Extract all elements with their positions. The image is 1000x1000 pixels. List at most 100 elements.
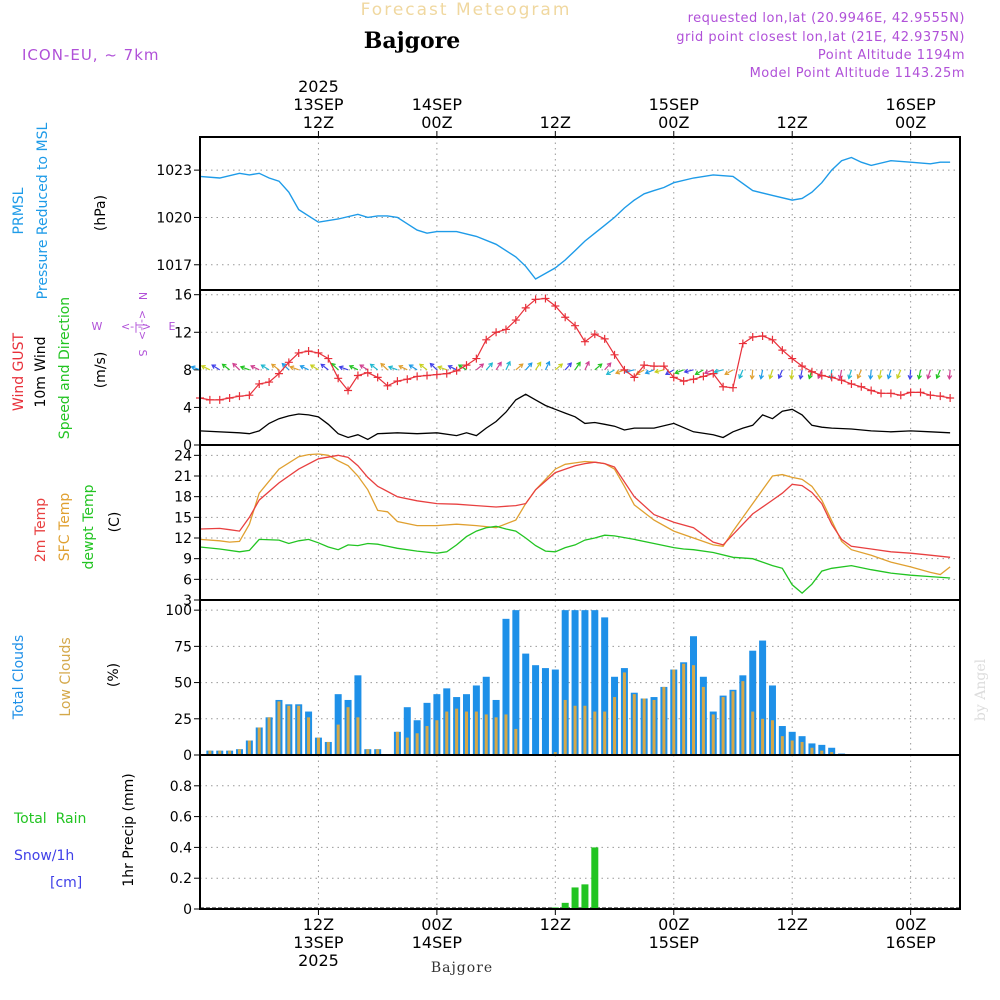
low-cloud-bar <box>642 698 646 755</box>
low-cloud-bar <box>800 741 804 755</box>
top-time-label: 12Z <box>303 113 334 132</box>
wind-direction-arrowhead <box>398 364 404 370</box>
wind-direction-arrow <box>554 363 563 371</box>
precip-ytick-label-0: 0 <box>183 902 192 918</box>
temp-2m-label: 2m Temp <box>33 498 49 562</box>
wind-direction-arrow <box>936 369 941 379</box>
wind-gust-marker <box>265 378 274 387</box>
low-cloud-bar <box>632 694 636 755</box>
wind-direction-arrow <box>211 364 221 371</box>
wind-gust-marker <box>689 375 698 384</box>
wind-direction-arrowhead <box>738 374 743 380</box>
model-point-altitude: Model Point Altitude 1143.25m <box>750 66 965 81</box>
compass-rose: N S <-|-> W <-|-> E <box>92 292 176 357</box>
total-cloud-bar <box>403 707 411 755</box>
wind-direction-arrowhead <box>847 374 853 380</box>
compass-ns-arrows: <-|-> <box>136 310 149 340</box>
wind-direction-arrow <box>878 369 882 379</box>
cloud-ytick-label-4: 100 <box>165 603 192 619</box>
wind-direction-arrowhead <box>703 369 709 375</box>
temp-ytick-label-5: 18 <box>174 490 192 506</box>
low-cloud-bar <box>494 717 498 755</box>
wind-gust-marker <box>877 389 886 398</box>
precip-label: 1hr Precip (mm) <box>121 773 137 886</box>
top-time-label: 14SEP <box>412 95 463 114</box>
wind-direction-arrowhead <box>369 363 375 369</box>
total-cloud-bar <box>532 665 540 755</box>
wind-direction-arrowhead <box>437 365 443 371</box>
wind-direction-arrowhead <box>348 364 354 370</box>
wind-direction-arrow <box>909 369 912 379</box>
low-cloud-bar <box>721 697 725 755</box>
total-cloud-bar <box>541 668 549 755</box>
total-cloud-bar <box>759 640 767 755</box>
wind-gust-marker <box>531 295 540 304</box>
low-cloud-bar <box>553 752 557 755</box>
wind-direction-arrow <box>515 363 524 371</box>
wind-direction-arrowhead <box>232 362 238 368</box>
wind-direction-arrowhead <box>758 374 765 380</box>
point-altitude: Point Altitude 1194m <box>818 48 965 63</box>
wind-direction-arrowhead <box>289 365 295 371</box>
wind-direction-arrow <box>525 362 533 371</box>
low-cloud-bar <box>218 750 222 755</box>
total-cloud-bar <box>502 618 510 755</box>
wind-gust-marker <box>235 392 244 401</box>
wind-direction-arrowhead <box>585 360 590 366</box>
wind-direction-arrowhead <box>419 363 424 369</box>
bottom-time-label: 13SEP <box>293 933 344 952</box>
cloud-ytick-label-2: 50 <box>174 676 192 692</box>
low-cloud-bar <box>622 672 626 755</box>
low-cloud-bar <box>652 699 656 755</box>
wind-gust-marker <box>304 347 313 356</box>
low-cloud-bar <box>208 750 212 755</box>
bottom-time-label: 00Z <box>895 915 926 934</box>
temp-ytick-label-0: 3 <box>183 593 192 609</box>
bottom-time-label: 12Z <box>540 915 571 934</box>
wind-direction-arrow <box>760 369 764 379</box>
total-cloud-bar <box>522 653 530 755</box>
total-cloud-bar <box>354 675 362 755</box>
wind-gust-marker <box>511 316 520 325</box>
wind-gust-marker <box>353 371 362 380</box>
wind-gust-marker <box>659 362 668 371</box>
wind-gust-marker <box>334 374 343 383</box>
wind-gust-marker <box>274 369 283 378</box>
pressure-ytick-label-2: 1023 <box>156 163 192 179</box>
bottom-time-label: 2025 <box>298 951 339 970</box>
wind-gust-marker <box>600 334 609 343</box>
low-cloud-bar <box>692 665 696 755</box>
temp-ytick-label-3: 12 <box>174 531 192 547</box>
low-clouds-label: Low Clouds <box>58 637 74 716</box>
wind-direction-arrow <box>544 361 550 371</box>
wind-direction-arrowhead <box>644 369 650 375</box>
credit-watermark: by Angel <box>973 658 989 721</box>
wind-direction-arrow <box>419 363 428 371</box>
top-time-label: 12Z <box>777 113 808 132</box>
wind-direction-arrowhead <box>713 368 719 374</box>
wind-direction-arrowhead <box>798 374 804 380</box>
wind-direction-arrowhead <box>260 364 266 369</box>
wind-direction-arrowhead <box>359 364 365 369</box>
low-cloud-bar <box>267 717 271 755</box>
wind-gust-marker <box>541 294 550 303</box>
compass-south: S <box>136 350 149 357</box>
rain-bar <box>591 847 599 909</box>
wind-direction-arrow <box>790 369 793 379</box>
top-time-label: 12Z <box>540 113 571 132</box>
total-cloud-bar <box>591 610 599 755</box>
wind-direction-arrowhead <box>947 374 953 380</box>
wind-direction-arrowhead <box>518 363 524 369</box>
wind-gust-marker <box>669 373 678 382</box>
wind-direction-arrowhead <box>270 363 276 369</box>
total-cloud-bar <box>561 610 569 755</box>
low-cloud-bar <box>277 701 281 755</box>
total-rain-label: Total Rain <box>13 811 86 827</box>
low-cloud-bar <box>593 711 597 755</box>
wind-gust-marker <box>314 348 323 357</box>
wind-direction-arrow <box>271 363 280 371</box>
bottom-time-label: 16SEP <box>886 933 937 952</box>
precip-ytick-label-3: 0.6 <box>170 810 192 826</box>
wind-direction-arrowhead <box>309 364 315 369</box>
